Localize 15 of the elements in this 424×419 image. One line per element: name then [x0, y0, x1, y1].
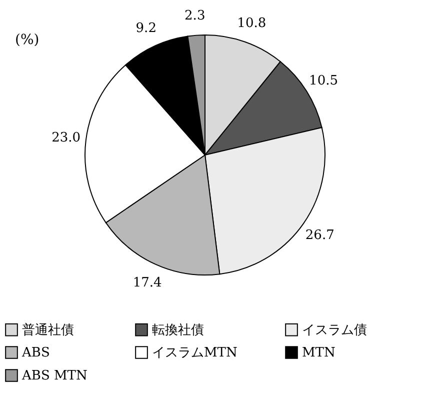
data-label: 26.7	[305, 228, 334, 244]
legend-label: イスラムMTN	[152, 346, 238, 360]
legend-label: イスラム債	[302, 322, 367, 338]
data-label: 9.2	[136, 20, 156, 36]
legend-label: ABS MTN	[21, 368, 88, 384]
data-label: 23.0	[52, 130, 81, 146]
legend-label: ABS	[21, 346, 50, 360]
data-label: 10.5	[309, 73, 338, 88]
data-label: 2.3	[184, 8, 206, 24]
legend-label: 普通社債	[22, 322, 74, 338]
data-label: 17.4	[132, 276, 162, 291]
legend-label: MTN	[302, 346, 336, 360]
text: (%)	[15, 32, 40, 48]
data-label: 10.8	[237, 16, 266, 31]
legend-label: 転換社債	[152, 322, 204, 338]
